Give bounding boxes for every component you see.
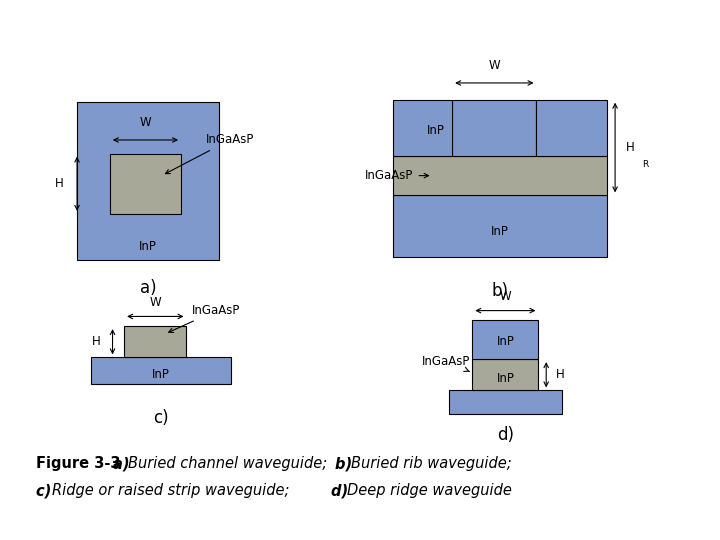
Text: d): d) (497, 426, 514, 444)
Text: InP: InP (491, 225, 509, 238)
Text: H: H (92, 335, 101, 348)
Text: R: R (642, 160, 648, 169)
Text: W: W (500, 290, 511, 303)
Bar (124, 326, 186, 357)
Text: InP: InP (496, 335, 514, 348)
Bar (393, 156, 607, 195)
Bar (91, 357, 231, 384)
Text: Deep ridge waveguide: Deep ridge waveguide (347, 483, 512, 498)
Bar (449, 390, 562, 414)
Text: Figure 3-3: Figure 3-3 (36, 456, 125, 471)
Text: Buried channel waveguide;: Buried channel waveguide; (128, 456, 336, 471)
Text: a): a) (140, 279, 156, 296)
Bar (110, 154, 181, 214)
Text: c): c) (36, 483, 56, 498)
Bar (472, 320, 539, 359)
Text: b): b) (492, 282, 508, 300)
Text: InP: InP (139, 240, 157, 253)
Text: W: W (489, 59, 500, 72)
Bar (472, 359, 539, 390)
Text: InGaAsP: InGaAsP (365, 169, 428, 182)
Bar (452, 100, 536, 156)
Text: d): d) (331, 483, 354, 498)
Text: InGaAsP: InGaAsP (168, 304, 240, 333)
Text: InGaAsP: InGaAsP (166, 133, 254, 174)
Text: Buried rib waveguide;: Buried rib waveguide; (351, 456, 511, 471)
Text: W: W (140, 116, 151, 129)
Bar (536, 100, 607, 156)
Text: W: W (150, 296, 161, 309)
Text: b): b) (335, 456, 357, 471)
Bar (393, 195, 607, 257)
Text: a): a) (113, 456, 135, 471)
Text: InP: InP (426, 124, 444, 137)
Text: InP: InP (152, 368, 170, 381)
Bar (393, 100, 452, 156)
Text: Ridge or raised strip waveguide;: Ridge or raised strip waveguide; (52, 483, 299, 498)
Text: c): c) (153, 409, 169, 427)
Text: InGaAsP: InGaAsP (422, 355, 470, 372)
Text: H: H (556, 368, 564, 381)
Bar (77, 102, 220, 260)
Text: H: H (626, 141, 635, 154)
Text: H: H (55, 177, 63, 190)
Text: InP: InP (496, 372, 514, 385)
